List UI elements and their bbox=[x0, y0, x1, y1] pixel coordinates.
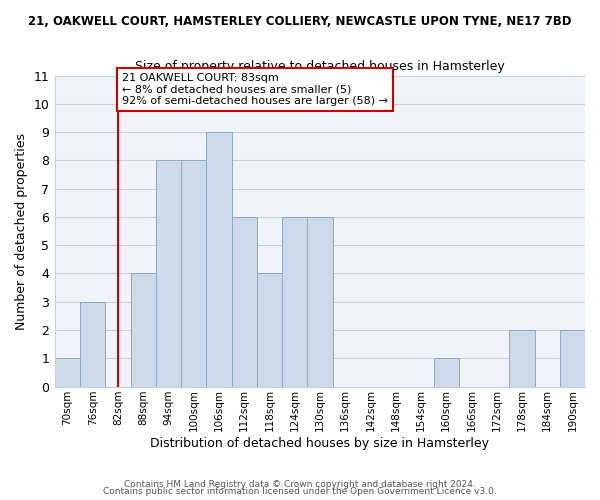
Bar bbox=[307, 217, 332, 386]
Bar bbox=[434, 358, 459, 386]
Bar bbox=[560, 330, 585, 386]
Bar bbox=[131, 274, 156, 386]
Bar bbox=[509, 330, 535, 386]
Text: 21 OAKWELL COURT: 83sqm
← 8% of detached houses are smaller (5)
92% of semi-deta: 21 OAKWELL COURT: 83sqm ← 8% of detached… bbox=[122, 73, 388, 106]
Bar bbox=[80, 302, 106, 386]
Bar bbox=[55, 358, 80, 386]
Bar bbox=[206, 132, 232, 386]
Bar bbox=[282, 217, 307, 386]
Bar bbox=[257, 274, 282, 386]
Text: 21, OAKWELL COURT, HAMSTERLEY COLLIERY, NEWCASTLE UPON TYNE, NE17 7BD: 21, OAKWELL COURT, HAMSTERLEY COLLIERY, … bbox=[28, 15, 572, 28]
X-axis label: Distribution of detached houses by size in Hamsterley: Distribution of detached houses by size … bbox=[151, 437, 490, 450]
Bar bbox=[181, 160, 206, 386]
Text: Contains HM Land Registry data © Crown copyright and database right 2024.: Contains HM Land Registry data © Crown c… bbox=[124, 480, 476, 489]
Y-axis label: Number of detached properties: Number of detached properties bbox=[15, 132, 28, 330]
Title: Size of property relative to detached houses in Hamsterley: Size of property relative to detached ho… bbox=[135, 60, 505, 73]
Bar bbox=[232, 217, 257, 386]
Text: Contains public sector information licensed under the Open Government Licence v3: Contains public sector information licen… bbox=[103, 487, 497, 496]
Bar bbox=[156, 160, 181, 386]
